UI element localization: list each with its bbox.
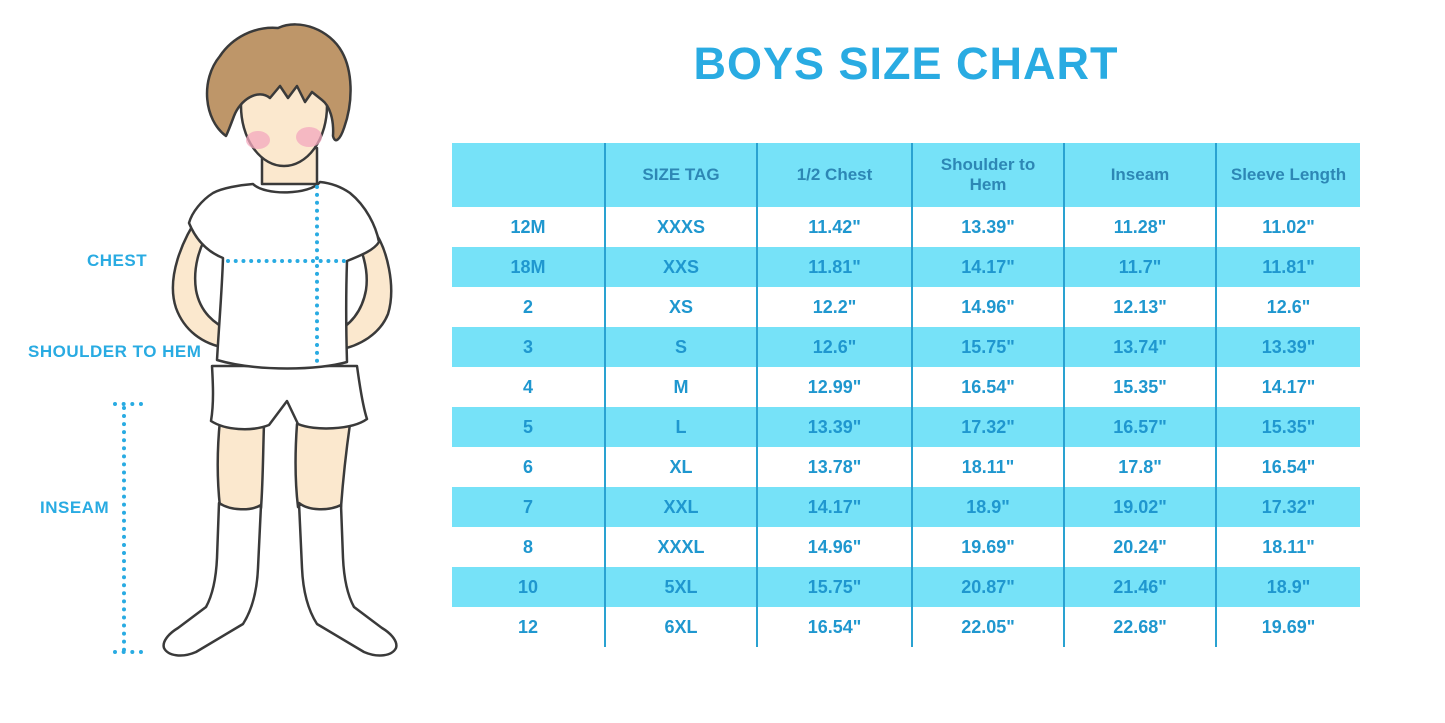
boy-left-leg (216, 418, 266, 515)
header-cell: Shoulder to Hem (911, 143, 1063, 207)
boy-hair (205, 23, 352, 142)
boy-shorts (209, 364, 369, 431)
boy-right-leg (294, 422, 352, 515)
table-cell: 15.35" (1215, 407, 1360, 447)
table-cell: 14.96" (756, 527, 911, 567)
table-cell: 16.54" (1215, 447, 1360, 487)
header-cell: Sleeve Length (1215, 143, 1360, 207)
header-cell: Inseam (1063, 143, 1215, 207)
table-cell: 16.54" (756, 607, 911, 647)
table-cell: 12.13" (1063, 287, 1215, 327)
table-cell: 11.02" (1215, 207, 1360, 247)
boy-left-sock (162, 501, 263, 657)
boy-blush-right (296, 127, 322, 147)
table-cell: 5XL (604, 567, 756, 607)
table-cell: 16.54" (911, 367, 1063, 407)
table-cell: 22.68" (1063, 607, 1215, 647)
table-cell: 20.24" (1063, 527, 1215, 567)
table-cell: 19.69" (1215, 607, 1360, 647)
inseam-bottom-cap-line (113, 650, 143, 654)
table-cell: 14.17" (1215, 367, 1360, 407)
table-cell: 13.39" (1215, 327, 1360, 367)
table-cell: XXS (604, 247, 756, 287)
table-cell: 12.99" (756, 367, 911, 407)
shoulder-to-hem-label: SHOULDER TO HEM (28, 342, 202, 361)
table-cell: 21.46" (1063, 567, 1215, 607)
table-cell: 22.05" (911, 607, 1063, 647)
table-cell: 6 (522, 456, 533, 477)
page-title: BOYS SIZE CHART (693, 38, 1119, 89)
table-cell: 14.96" (911, 287, 1063, 327)
header-cell: SIZE TAG (604, 143, 756, 207)
table-cell: 18.9" (1215, 567, 1360, 607)
chest-label: CHEST (87, 251, 148, 270)
boy-figure-illustration (162, 23, 398, 657)
table-cell: 12.2" (756, 287, 911, 327)
table-cell: 14.17" (911, 247, 1063, 287)
table-cell: XXL (604, 487, 756, 527)
table-cell: 2 (522, 296, 533, 317)
table-cell: 12M (510, 216, 546, 237)
table-cell: 18.11" (1215, 527, 1360, 567)
table-cell: 13.39" (911, 207, 1063, 247)
table-cell: 16.57" (1063, 407, 1215, 447)
table-cell: 6XL (604, 607, 756, 647)
table-cell: 11.81" (756, 247, 911, 287)
table-cell: L (604, 407, 756, 447)
table-cell: 14.17" (756, 487, 911, 527)
table-cell: 19.69" (911, 527, 1063, 567)
table-cell: 3 (452, 327, 604, 367)
table-cell: XL (604, 447, 756, 487)
table-cell: XXXL (604, 527, 756, 567)
table-cell: 11.7" (1063, 247, 1215, 287)
inseam-label: INSEAM (40, 498, 110, 517)
boy-shirt (187, 180, 381, 370)
boy-right-sock (297, 501, 398, 657)
table-cell: XXXS (604, 207, 756, 247)
inseam-top-cap-line (113, 402, 143, 406)
boy-blush-left (246, 131, 270, 149)
table-cell: 13.78" (756, 447, 911, 487)
table-cell: 17.32" (1215, 487, 1360, 527)
shoulder-to-hem-measure-line (315, 185, 319, 363)
table-cell: 11.42" (756, 207, 911, 247)
table-cell: 17.32" (911, 407, 1063, 447)
chest-measure-line (226, 259, 346, 263)
table-cell: M (604, 367, 756, 407)
table-cell: 11.28" (1063, 207, 1215, 247)
table-cell: 12.6" (1215, 287, 1360, 327)
table-cell: XS (604, 287, 756, 327)
table-cell: 13.39" (756, 407, 911, 447)
table-cell: 17.8" (1063, 447, 1215, 487)
table-cell: 15.35" (1063, 367, 1215, 407)
table-cell: 20.87" (911, 567, 1063, 607)
table-cell: 18.9" (911, 487, 1063, 527)
table-cell: 11.81" (1215, 247, 1360, 287)
table-cell: 19.02" (1063, 487, 1215, 527)
table-cell: 12.6" (756, 327, 911, 367)
header-cell (452, 143, 604, 207)
table-cell: 10 (452, 567, 604, 607)
table-cell: 18M (452, 247, 604, 287)
table-cell: 18.11" (911, 447, 1063, 487)
table-cell: 15.75" (756, 567, 911, 607)
header-cell: 1/2 Chest (756, 143, 911, 207)
inseam-measure-line (122, 406, 126, 652)
table-cell: S (604, 327, 756, 367)
table-cell: 8 (522, 536, 533, 557)
table-cell: 4 (522, 376, 533, 397)
table-cell: 5 (452, 407, 604, 447)
size-chart-table: SIZE TAG 1/2 Chest Shoulder to Hem Inseam Sl… (452, 143, 1360, 647)
table-cell: 15.75" (911, 327, 1063, 367)
table-cell: 13.74" (1063, 327, 1215, 367)
table-cell: 12 (517, 616, 539, 637)
table-cell: 7 (452, 487, 604, 527)
